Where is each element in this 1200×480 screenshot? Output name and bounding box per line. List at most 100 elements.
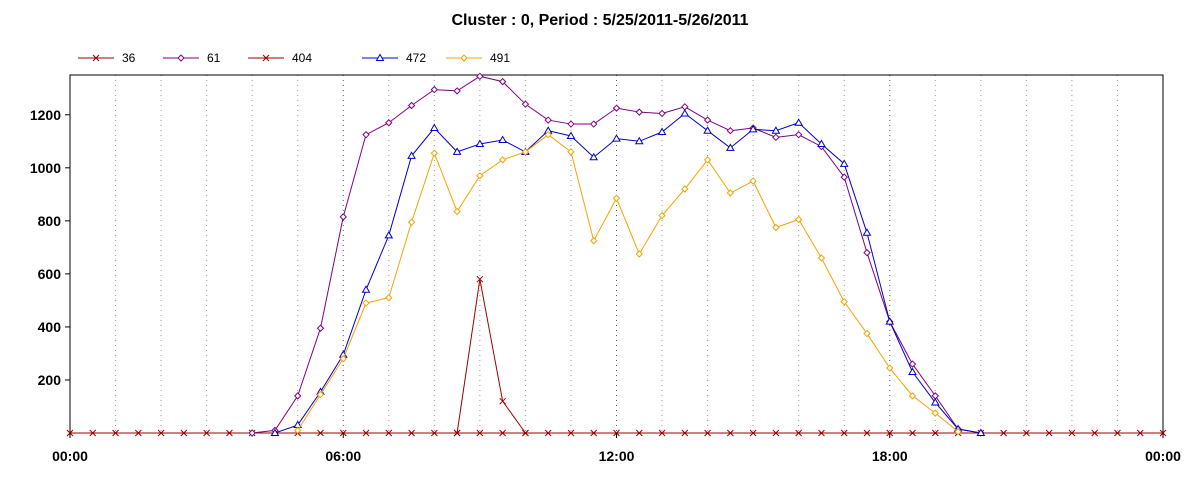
legend-marker [177, 54, 185, 62]
data-point-36 [476, 429, 484, 437]
legend-swatch-61 [163, 54, 199, 62]
series-472 [270, 108, 986, 436]
y-tick-label: 800 [38, 213, 62, 229]
data-point-36 [795, 429, 803, 437]
y-tick-label: 200 [38, 372, 62, 388]
data-point-61 [453, 87, 461, 95]
data-point-36 [1114, 429, 1121, 437]
legend-swatch-36 [78, 54, 114, 62]
data-point-36 [840, 429, 848, 437]
data-point-36 [430, 429, 438, 437]
data-point-472 [361, 285, 371, 293]
data-point-491 [339, 355, 347, 363]
data-point-472 [452, 147, 462, 155]
series-line-491 [297, 134, 959, 433]
data-point-491 [681, 185, 689, 193]
data-point-61 [407, 101, 416, 110]
legend-label-472: 472 [406, 51, 427, 65]
data-point-36 [749, 429, 757, 437]
data-point-36 [1023, 429, 1030, 437]
legend-marker [460, 54, 468, 62]
y-tick-label: 400 [38, 319, 62, 335]
data-point-472 [384, 230, 394, 239]
data-point-491 [817, 254, 826, 262]
data-point-491 [886, 364, 894, 372]
data-point-491 [521, 148, 530, 156]
series-line-61 [252, 75, 981, 434]
data-point-36 [362, 429, 370, 437]
x-tick-label: 12:00 [599, 448, 635, 464]
series-61 [248, 72, 985, 437]
data-point-491 [726, 189, 735, 197]
data-point-61 [248, 429, 256, 437]
legend-label-61: 61 [207, 51, 221, 65]
data-point-472 [703, 126, 712, 134]
data-point-472 [748, 124, 758, 133]
data-point-61 [658, 109, 666, 118]
data-point-61 [521, 100, 530, 108]
grid [115, 75, 1118, 433]
data-point-491 [453, 207, 461, 216]
data-point-491 [749, 177, 757, 185]
data-point-61 [362, 130, 370, 139]
data-point-61 [772, 133, 780, 142]
data-point-36 [203, 429, 210, 437]
data-point-61 [430, 85, 439, 94]
legend-swatch-404 [248, 54, 284, 62]
data-point-36 [727, 429, 734, 437]
data-point-472 [566, 131, 576, 139]
x-tick-label: 18:00 [872, 448, 908, 464]
data-point-472 [794, 118, 804, 126]
data-point-36 [658, 429, 666, 437]
data-point-36 [681, 429, 689, 437]
legend-label-36: 36 [122, 51, 136, 65]
chart-title: Cluster : 0, Period : 5/25/2011-5/26/201… [451, 12, 749, 29]
axis-ticks: 200 400 600 800 1000 1200 00:00 06:00 12:00 18:00… [30, 107, 1181, 464]
data-point-491 [931, 409, 939, 417]
data-point-491 [612, 194, 621, 203]
data-point-36 [226, 429, 233, 437]
data-point-36 [408, 429, 415, 437]
data-point-491 [794, 215, 803, 224]
data-point-472 [908, 367, 917, 376]
data-point-491 [430, 149, 439, 157]
data-point-472 [407, 151, 416, 159]
legend-swatch-472 [362, 53, 398, 61]
data-point-36 [931, 429, 939, 437]
series-404 [453, 275, 529, 437]
data-point-491 [635, 250, 643, 258]
data-point-61 [498, 77, 507, 86]
x-tick-label: 00:00 [1145, 448, 1181, 464]
data-point-36 [1068, 429, 1076, 437]
data-point-491 [590, 237, 598, 245]
data-point-36 [590, 429, 598, 437]
series-line-404 [456, 279, 526, 434]
data-point-61 [612, 104, 621, 112]
data-point-36 [157, 429, 165, 437]
plot-frame [69, 74, 1164, 434]
data-point-491 [385, 294, 393, 302]
data-point-472 [589, 152, 599, 161]
data-point-491 [498, 156, 507, 164]
data-point-36 [1000, 429, 1007, 437]
data-point-61 [703, 116, 712, 124]
data-point-36 [89, 429, 97, 437]
y-tick-label: 600 [38, 266, 62, 282]
y-tick-label: 1200 [30, 107, 61, 123]
data-point-472 [817, 139, 826, 147]
data-point-36 [772, 429, 780, 437]
data-point-36 [499, 429, 506, 437]
data-point-491 [407, 218, 416, 226]
data-point-404 [499, 397, 506, 405]
data-point-404 [522, 429, 529, 437]
data-point-61 [476, 72, 484, 81]
data-point-36 [818, 429, 825, 437]
data-point-61 [908, 360, 917, 368]
data-point-472 [634, 136, 644, 145]
series-layer [66, 72, 1167, 437]
data-point-472 [839, 159, 849, 167]
x-tick-label: 00:00 [52, 448, 88, 464]
data-point-36 [112, 429, 119, 437]
data-point-472 [657, 127, 667, 136]
